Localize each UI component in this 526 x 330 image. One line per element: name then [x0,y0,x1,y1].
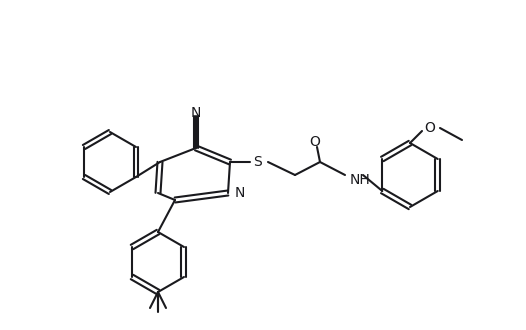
Text: N: N [235,186,245,200]
Text: S: S [254,155,262,169]
Text: N: N [191,106,201,120]
Text: NH: NH [350,173,371,187]
Text: O: O [310,135,320,149]
Text: O: O [424,121,436,135]
